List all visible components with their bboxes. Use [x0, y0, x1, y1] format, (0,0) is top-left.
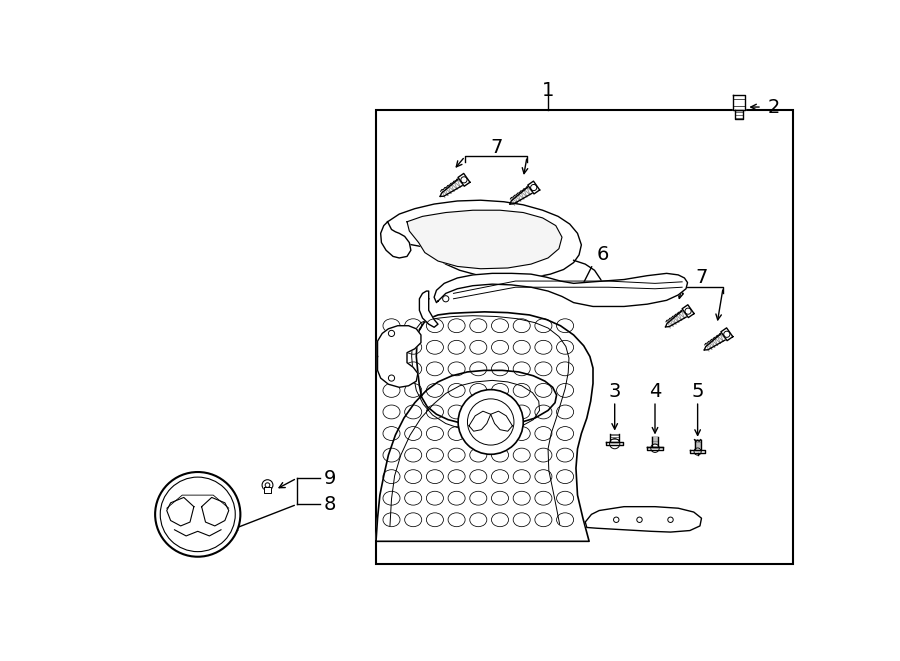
Circle shape: [155, 472, 240, 557]
Circle shape: [262, 480, 273, 490]
Polygon shape: [381, 222, 411, 258]
Polygon shape: [378, 326, 421, 387]
Polygon shape: [419, 291, 438, 327]
Polygon shape: [527, 181, 540, 194]
Text: 9: 9: [323, 469, 336, 488]
Text: 4: 4: [649, 383, 662, 401]
Text: 7: 7: [696, 268, 707, 288]
Polygon shape: [434, 274, 688, 307]
Text: 3: 3: [608, 383, 621, 401]
Bar: [376, 110, 793, 564]
Polygon shape: [682, 305, 694, 317]
Polygon shape: [407, 210, 562, 269]
Circle shape: [458, 389, 523, 454]
Polygon shape: [733, 95, 745, 110]
Polygon shape: [265, 487, 271, 493]
Text: 5: 5: [691, 383, 704, 401]
Text: 8: 8: [323, 495, 336, 514]
Polygon shape: [458, 173, 470, 186]
Polygon shape: [585, 507, 701, 532]
Text: 2: 2: [768, 98, 779, 116]
Polygon shape: [721, 328, 733, 340]
Polygon shape: [376, 312, 593, 541]
Polygon shape: [385, 200, 581, 278]
Text: 6: 6: [597, 245, 609, 264]
Text: 7: 7: [490, 137, 502, 157]
Polygon shape: [734, 110, 742, 120]
Text: 1: 1: [542, 81, 554, 100]
